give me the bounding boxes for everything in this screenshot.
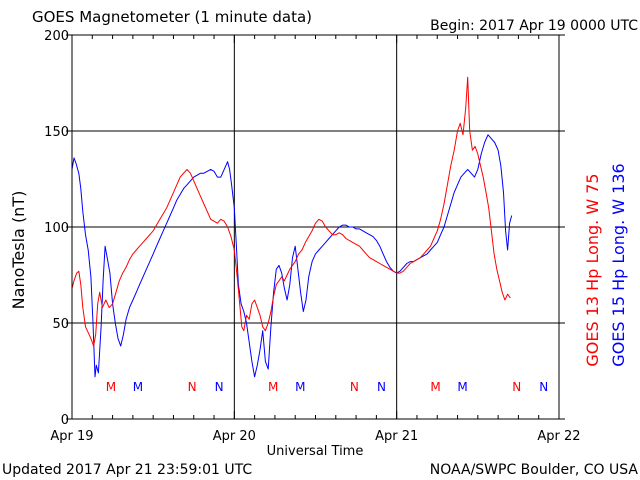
x-tick-label: Apr 22: [537, 429, 580, 444]
local-time-marker: M: [430, 380, 440, 394]
y-tick-label: 50: [52, 317, 69, 332]
x-axis-label: Universal Time: [267, 444, 364, 459]
x-tick-label: Apr 21: [375, 429, 418, 444]
goes15-series-line: [71, 134, 513, 378]
credit-label: NOAA/SWPC Boulder, CO USA: [430, 462, 639, 478]
y-tick-label: 100: [44, 221, 69, 236]
local-time-marker: N: [377, 380, 386, 394]
y-tick-label: 200: [44, 29, 69, 44]
y-tick-label: 0: [61, 413, 69, 428]
local-time-marker: M: [268, 380, 278, 394]
updated-timestamp: Updated 2017 Apr 21 23:59:01 UTC: [2, 462, 252, 478]
axis-layer: 0 50 100 150 200 Apr 19 Apr 20 Apr 21 Apr 22: [44, 29, 580, 444]
local-time-marker: N: [188, 380, 197, 394]
local-time-marker: M: [457, 380, 467, 394]
local-time-marker: N: [215, 380, 224, 394]
y-axis-label: NanoTesla (nT): [9, 191, 28, 310]
grid-layer: [72, 35, 559, 419]
series-layer: [71, 76, 513, 378]
legend-goes15: GOES 15 Hp Long. W 136: [609, 163, 628, 366]
begin-time-label: Begin: 2017 Apr 19 0000 UTC: [430, 18, 638, 34]
local-time-marker: N: [350, 380, 359, 394]
local-time-marker: M: [106, 380, 116, 394]
local-time-marker: N: [539, 380, 548, 394]
legend-goes13: GOES 13 Hp Long. W 75: [583, 173, 602, 366]
y-tick-label: 150: [44, 125, 69, 140]
goes13-series-line: [71, 76, 511, 347]
x-tick-label: Apr 20: [213, 429, 256, 444]
x-tick-label: Apr 19: [50, 429, 93, 444]
chart-title: GOES Magnetometer (1 minute data): [32, 8, 312, 26]
local-time-marker: N: [512, 380, 521, 394]
local-time-marker: M: [295, 380, 305, 394]
plot-frame: [71, 34, 560, 420]
local-time-marker: M: [133, 380, 143, 394]
